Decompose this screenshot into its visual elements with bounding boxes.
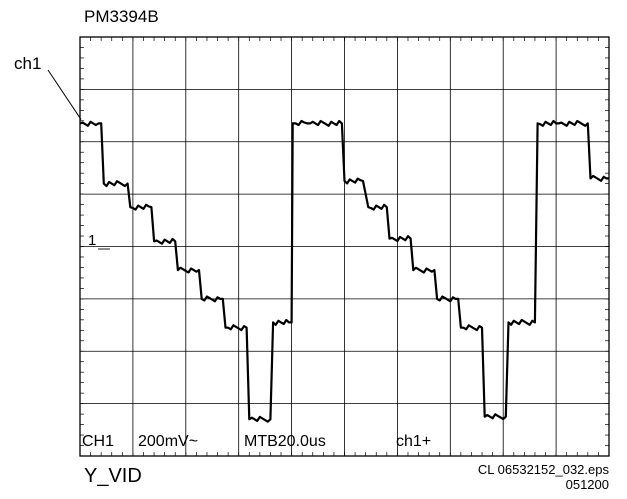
status-channel: CH1: [82, 433, 115, 450]
channel-pointer-line: [47, 69, 82, 120]
level-marker: 1: [88, 232, 97, 249]
instrument-title: PM3394B: [84, 7, 159, 26]
status-trigger: ch1+: [396, 433, 432, 450]
ch1-trace: [79, 119, 609, 423]
channel-label: ch1: [14, 54, 42, 73]
status-timebase: MTB20.0us: [244, 433, 326, 450]
signal-name: Y_VID: [84, 465, 142, 487]
status-volts-per-div: 200mV~: [138, 433, 199, 450]
date-code: 051200: [565, 477, 609, 492]
file-reference: CL 06532152_032.eps 051200: [478, 462, 609, 492]
file-name: CL 06532152_032.eps: [477, 462, 609, 477]
